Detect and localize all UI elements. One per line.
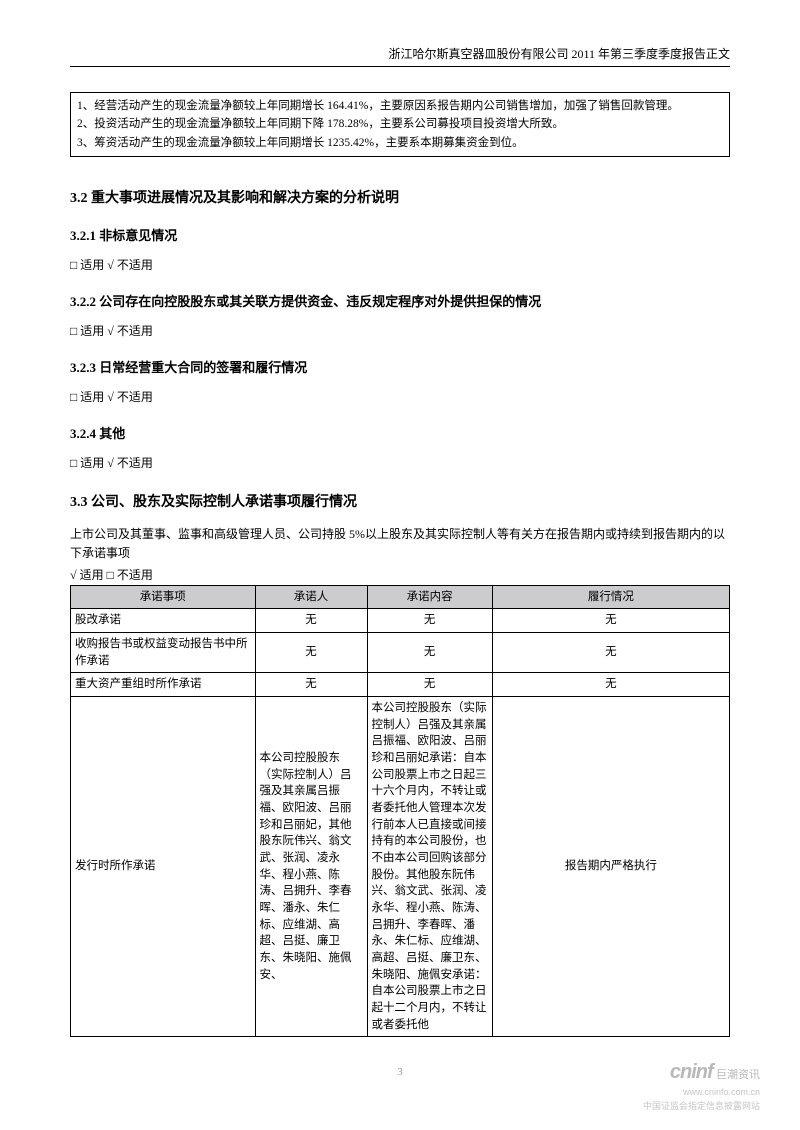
section-3-2-4: 3.2.4 其他 [70,423,730,442]
applicable-3-2-3: □ 适用 √ 不适用 [70,388,730,405]
cell: 重大资产重组时所作承诺 [71,673,256,697]
page-header: 浙江哈尔斯真空器皿股份有限公司 2011 年第三季度季度报告正文 [70,45,730,67]
table-row: 发行时所作承诺 本公司控股股东（实际控制人）吕强及其亲属吕振福、欧阳波、吕丽珍和… [71,696,730,1036]
th-item: 承诺事项 [71,585,256,609]
box-line-3: 3、筹资活动产生的现金流量净额较上年同期增长 1235.42%，主要系本期募集资… [77,134,723,152]
th-person: 承诺人 [255,585,367,609]
watermark-cn: 巨潮资讯 [716,1069,760,1081]
applicable-3-2-1: □ 适用 √ 不适用 [70,256,730,273]
watermark: cninf 巨潮资讯 www.cninfo.com.cn 中国证监会指定信息披露… [643,1061,760,1112]
cell: 无 [255,609,367,633]
section-3-2-3: 3.2.3 日常经营重大合同的签署和履行情况 [70,357,730,376]
summary-box: 1、经营活动产生的现金流量净额较上年同期增长 164.41%，主要原因系报告期内… [70,92,730,157]
cell: 本公司控股股东（实际控制人）吕强及其亲属吕振福、欧阳波、吕丽珍和吕丽妃承诺：自本… [367,696,492,1036]
table-row: 重大资产重组时所作承诺 无 无 无 [71,673,730,697]
cell: 无 [367,673,492,697]
watermark-sub: 中国证监会指定信息披露网站 [643,1101,760,1111]
box-line-2: 2、投资活动产生的现金流量净额较上年同期下降 178.28%，主要系公司募投项目… [77,115,723,133]
commitment-table: 承诺事项 承诺人 承诺内容 履行情况 股改承诺 无 无 无 收购报告书或权益变动… [70,585,730,1038]
cell: 发行时所作承诺 [71,696,256,1036]
cell: 无 [367,632,492,672]
table-row: 收购报告书或权益变动报告书中所作承诺 无 无 无 [71,632,730,672]
watermark-url: www.cninfo.com.cn [683,1087,760,1097]
applicable-3-2-2: □ 适用 √ 不适用 [70,322,730,339]
cell: 无 [492,609,729,633]
th-status: 履行情况 [492,585,729,609]
cell: 股改承诺 [71,609,256,633]
cell: 收购报告书或权益变动报告书中所作承诺 [71,632,256,672]
watermark-logo: cninf [670,1061,713,1083]
table-row: 股改承诺 无 无 无 [71,609,730,633]
box-line-1: 1、经营活动产生的现金流量净额较上年同期增长 164.41%，主要原因系报告期内… [77,97,723,115]
section-3-3: 3.3 公司、股东及实际控制人承诺事项履行情况 [70,491,730,511]
section-3-2: 3.2 重大事项进展情况及其影响和解决方案的分析说明 [70,187,730,207]
cell: 报告期内严格执行 [492,696,729,1036]
cell: 本公司控股股东（实际控制人）吕强及其亲属吕振福、欧阳波、吕丽珍和吕丽妃，其他股东… [255,696,367,1036]
cell: 无 [255,632,367,672]
cell: 无 [492,673,729,697]
cell: 无 [367,609,492,633]
cell: 无 [492,632,729,672]
para-3-3: 上市公司及其董事、监事和高级管理人员、公司持股 5%以上股东及其实际控制人等有关… [70,525,730,563]
applicable-3-2-4: □ 适用 √ 不适用 [70,454,730,471]
cell: 无 [255,673,367,697]
applicable-3-3: √ 适用 □ 不适用 [70,566,730,583]
table-head-row: 承诺事项 承诺人 承诺内容 履行情况 [71,585,730,609]
section-3-2-2: 3.2.2 公司存在向控股股东或其关联方提供资金、违反规定程序对外提供担保的情况 [70,291,730,310]
section-3-2-1: 3.2.1 非标意见情况 [70,225,730,244]
th-content: 承诺内容 [367,585,492,609]
